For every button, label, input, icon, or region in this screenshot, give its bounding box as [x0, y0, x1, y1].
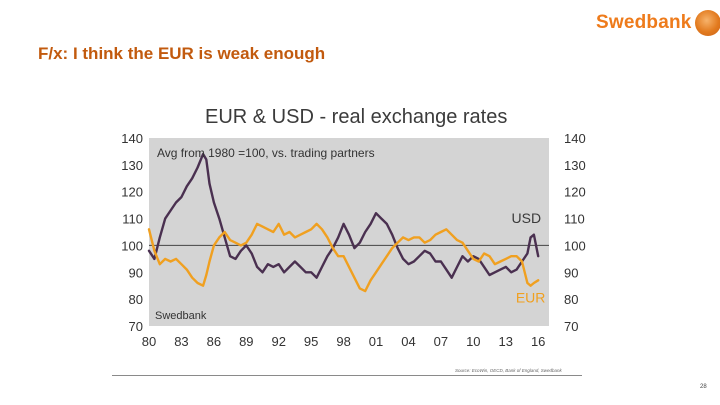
- logo-text: Swedbank: [596, 12, 692, 33]
- y-tick-label-left: 80: [129, 292, 143, 307]
- y-tick-label-right: 80: [564, 292, 578, 307]
- y-tick-label-right: 110: [564, 212, 585, 227]
- oak-tree-icon: [694, 10, 720, 36]
- x-tick-label: 86: [207, 334, 221, 349]
- x-tick-label: 16: [531, 334, 545, 349]
- x-tick-label: 92: [271, 334, 285, 349]
- series-label-usd: USD: [512, 210, 542, 226]
- x-tick-label: 13: [499, 334, 513, 349]
- slide-title: F/x: I think the EUR is weak enough: [38, 44, 326, 63]
- x-tick-label: 95: [304, 334, 318, 349]
- y-tick-label-right: 90: [564, 265, 578, 280]
- y-tick-label-right: 130: [564, 158, 586, 173]
- source-note: Source: EcoWin, OECD, Bank of England, S…: [455, 368, 562, 373]
- y-tick-label-right: 100: [564, 238, 586, 253]
- chart-watermark: Swedbank: [155, 310, 207, 322]
- chart-subtitle: Avg from 1980 =100, vs. trading partners: [157, 146, 375, 160]
- y-tick-label-left: 110: [122, 212, 143, 227]
- y-tick-label-left: 70: [129, 319, 143, 334]
- x-tick-label: 98: [336, 334, 350, 349]
- divider: [112, 375, 582, 376]
- y-tick-label-right: 140: [564, 131, 586, 146]
- series-line-usd: [147, 152, 540, 279]
- y-tick-label-left: 90: [129, 265, 143, 280]
- chart-title: EUR & USD - real exchange rates: [205, 106, 508, 128]
- y-tick-label-right: 120: [564, 185, 586, 200]
- y-tick-label-left: 120: [121, 185, 143, 200]
- y-tick-label-left: 140: [121, 131, 143, 146]
- y-tick-label-right: 70: [564, 319, 578, 334]
- series-label-eur: EUR: [516, 290, 546, 306]
- x-tick-label: 01: [369, 334, 383, 349]
- x-tick-label: 83: [174, 334, 188, 349]
- swedbank-logo: Swedbank: [596, 10, 720, 36]
- x-tick-label: 04: [401, 334, 415, 349]
- x-tick-label: 89: [239, 334, 253, 349]
- plot-area: [149, 138, 549, 326]
- page-number: 28: [700, 384, 707, 390]
- x-tick-label: 10: [466, 334, 480, 349]
- y-tick-label-left: 130: [121, 158, 143, 173]
- x-tick-label: 07: [434, 334, 448, 349]
- x-tick-label: 80: [142, 334, 156, 349]
- series-line-eur: [147, 222, 540, 293]
- y-tick-label-left: 100: [121, 238, 143, 253]
